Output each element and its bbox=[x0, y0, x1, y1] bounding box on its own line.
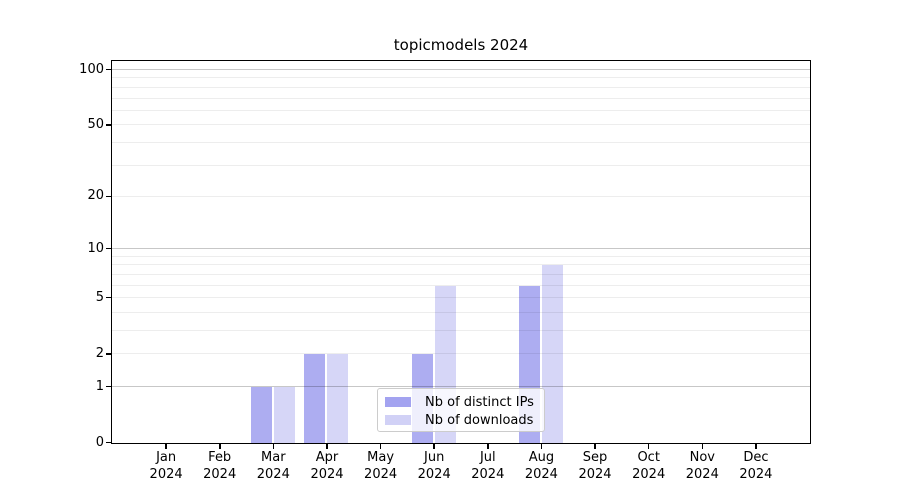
x-tick-label: Oct 2024 bbox=[619, 450, 679, 483]
y-tick-label: 2 bbox=[95, 345, 104, 361]
bar-downloads bbox=[541, 265, 563, 443]
x-tick-mark bbox=[219, 444, 221, 449]
x-tick-label: Aug 2024 bbox=[511, 450, 571, 483]
y-tick-label: 0 bbox=[95, 434, 104, 450]
y-tick-mark bbox=[106, 195, 111, 198]
x-tick-year: 2024 bbox=[471, 466, 505, 482]
legend-swatch-downloads bbox=[385, 415, 411, 425]
x-tick-label: Sep 2024 bbox=[565, 450, 625, 483]
x-tick-label: Nov 2024 bbox=[672, 450, 732, 483]
x-tick-mark bbox=[540, 444, 543, 449]
x-tick-mark bbox=[594, 444, 596, 449]
y-tick-mark bbox=[106, 124, 111, 126]
y-tick-label: 50 bbox=[87, 116, 104, 132]
x-tick-year: 2024 bbox=[685, 466, 719, 482]
x-tick-month: Dec bbox=[743, 450, 769, 465]
legend-label: Nb of downloads bbox=[425, 412, 534, 428]
legend-entry: Nb of downloads bbox=[385, 411, 544, 429]
x-tick-year: 2024 bbox=[578, 466, 612, 482]
x-tick-year: 2024 bbox=[203, 466, 237, 482]
x-tick-month: Feb bbox=[208, 450, 232, 465]
x-tick-label: Dec 2024 bbox=[726, 450, 786, 483]
x-tick-month: Sep bbox=[582, 450, 608, 465]
chart-title: topicmodels 2024 bbox=[393, 36, 529, 54]
x-tick-mark bbox=[165, 444, 167, 449]
x-tick-mark bbox=[755, 444, 757, 449]
x-tick-label: Jul 2024 bbox=[458, 450, 518, 483]
y-tick-mark bbox=[106, 247, 111, 250]
x-tick-year: 2024 bbox=[524, 466, 558, 482]
bars-layer bbox=[112, 61, 810, 443]
x-tick-year: 2024 bbox=[149, 466, 183, 482]
x-tick-mark bbox=[647, 444, 650, 449]
y-tick-label: 100 bbox=[79, 61, 104, 77]
y-tick-label: 20 bbox=[87, 188, 104, 204]
x-tick-month: Jul bbox=[479, 450, 496, 465]
x-tick-mark bbox=[433, 444, 435, 449]
bar-distinct-ips bbox=[250, 387, 272, 443]
x-tick-label: Jan 2024 bbox=[136, 450, 196, 483]
x-tick-year: 2024 bbox=[739, 466, 773, 482]
y-tick-label: 1 bbox=[95, 378, 104, 394]
x-tick-label: May 2024 bbox=[351, 450, 411, 483]
x-tick-label: Feb 2024 bbox=[190, 450, 250, 483]
x-tick-month: Aug bbox=[528, 450, 555, 465]
x-tick-month: May bbox=[367, 450, 395, 465]
x-tick-mark bbox=[487, 444, 489, 449]
x-tick-mark bbox=[701, 444, 703, 449]
x-tick-month: Nov bbox=[689, 450, 715, 465]
x-tick-year: 2024 bbox=[364, 466, 398, 482]
y-tick-label: 10 bbox=[87, 240, 104, 256]
legend-entry: Nb of distinct IPs bbox=[385, 393, 544, 411]
x-tick-month: Jan bbox=[156, 450, 177, 465]
legend-swatch-distinct-ips bbox=[385, 397, 411, 407]
legend: Nb of distinct IPs Nb of downloads bbox=[377, 388, 545, 432]
plot-area: Nb of distinct IPs Nb of downloads bbox=[111, 60, 811, 444]
y-tick-label: 5 bbox=[95, 289, 104, 305]
x-tick-year: 2024 bbox=[632, 466, 666, 482]
y-tick-mark bbox=[106, 441, 111, 444]
x-tick-mark bbox=[326, 444, 328, 449]
x-tick-year: 2024 bbox=[256, 466, 290, 482]
y-tick-mark bbox=[106, 353, 111, 355]
x-tick-label: Apr 2024 bbox=[297, 450, 357, 483]
x-tick-month: Mar bbox=[261, 450, 286, 465]
y-tick-mark bbox=[106, 296, 111, 299]
bar-downloads bbox=[273, 387, 295, 443]
y-tick-mark bbox=[106, 68, 111, 71]
x-tick-year: 2024 bbox=[310, 466, 344, 482]
legend-label: Nb of distinct IPs bbox=[425, 394, 534, 410]
x-tick-label: Mar 2024 bbox=[243, 450, 303, 483]
x-tick-year: 2024 bbox=[417, 466, 451, 482]
bar-downloads bbox=[327, 354, 349, 443]
bar-distinct-ips bbox=[304, 354, 326, 443]
x-tick-month: Oct bbox=[637, 450, 660, 465]
y-tick-mark bbox=[106, 385, 111, 388]
x-tick-month: Jun bbox=[424, 450, 445, 465]
x-tick-mark bbox=[272, 444, 275, 449]
x-tick-label: Jun 2024 bbox=[404, 450, 464, 483]
x-tick-mark bbox=[379, 444, 382, 449]
x-tick-month: Apr bbox=[315, 450, 339, 465]
